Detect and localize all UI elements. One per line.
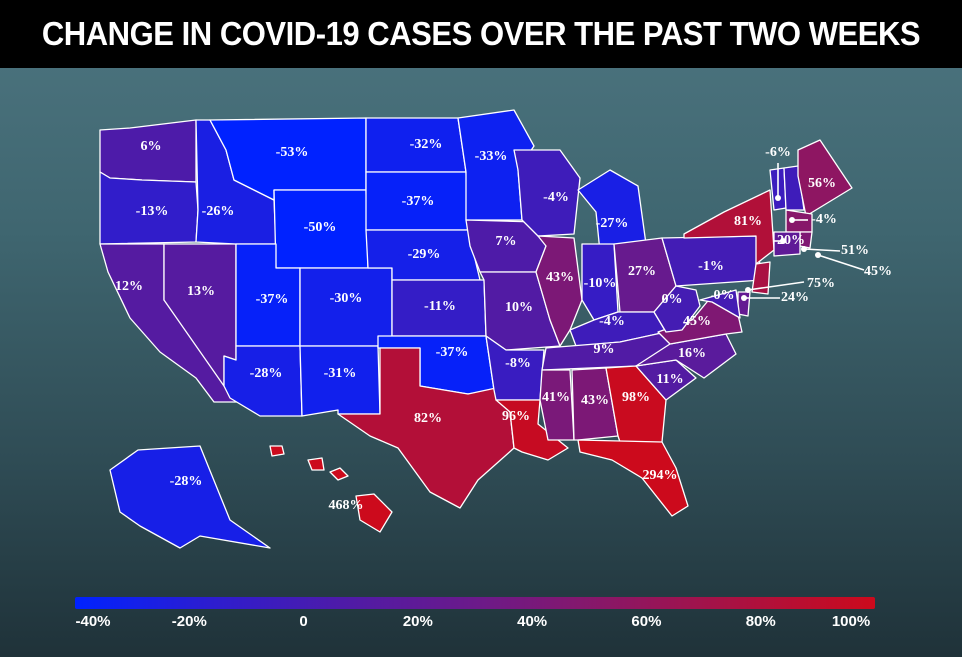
state-label-il: 43% <box>546 270 574 285</box>
state-label-nm: -31% <box>324 366 357 381</box>
legend-tick-label: -40% <box>75 613 111 630</box>
state-label-id: -26% <box>202 204 235 219</box>
state-label-mn: -33% <box>475 149 508 164</box>
state-label-tx: 82% <box>414 411 442 426</box>
leader-dot-ct <box>780 238 786 244</box>
state-label-pa: -1% <box>698 259 724 274</box>
state-label-md: 0% <box>714 288 735 303</box>
state-label-mi: -27% <box>596 216 629 231</box>
state-label-mo: 10% <box>505 300 533 315</box>
page-title: CHANGE IN COVID-19 CASES OVER THE PAST T… <box>41 15 921 52</box>
state-label-ga: 98% <box>622 390 650 405</box>
state-label-vt: -6% <box>765 145 791 160</box>
state-ms <box>539 369 575 441</box>
state-md <box>699 289 741 319</box>
state-ak <box>109 445 271 549</box>
state-label-ut: -37% <box>256 292 289 307</box>
state-label-ny: 81% <box>734 214 762 229</box>
state-label-ia: 7% <box>496 234 517 249</box>
state-label-co: -30% <box>330 291 363 306</box>
state-mi <box>577 169 647 253</box>
state-label-sd: -37% <box>402 194 435 209</box>
legend-tick-label: 100% <box>831 613 871 630</box>
state-label-az: -28% <box>250 366 283 381</box>
state-label-tn: 9% <box>594 342 615 357</box>
state-nj <box>751 261 771 295</box>
legend-tick-label: 20% <box>402 613 433 630</box>
legend-tick-label: -20% <box>171 613 207 630</box>
state-label-va: 45% <box>683 314 711 329</box>
state-fl <box>577 439 689 517</box>
state-label-nv: 13% <box>187 284 215 299</box>
state-il <box>535 235 583 347</box>
state-wi <box>513 149 581 237</box>
state-ct <box>773 231 801 257</box>
state-hi <box>269 445 393 533</box>
state-label-ca: 12% <box>115 279 143 294</box>
state-label-nc: 16% <box>678 346 706 361</box>
legend-tick-label: 60% <box>631 613 662 630</box>
state-co <box>299 267 393 347</box>
state-label-nj: 75% <box>807 276 835 291</box>
state-label-ri: 45% <box>864 264 892 279</box>
state-ny <box>683 189 775 265</box>
state-label-ar: -8% <box>505 356 531 371</box>
leader-dot-vt <box>775 195 781 201</box>
state-label-ms: 41% <box>542 390 570 405</box>
leader-dot-ri <box>815 252 821 258</box>
state-label-la: 96% <box>502 409 530 424</box>
legend-tick-label: 0 <box>299 613 308 630</box>
state-tx <box>337 347 515 509</box>
leader-line-ri <box>817 254 865 271</box>
state-label-wy: -50% <box>304 220 337 235</box>
state-label-al: 43% <box>581 393 609 408</box>
leader-dot-ma <box>801 246 807 252</box>
state-label-oh: 27% <box>628 264 656 279</box>
state-label-ok: -37% <box>436 345 469 360</box>
leader-dot-nh <box>789 217 795 223</box>
state-label-wi: -4% <box>543 190 569 205</box>
legend-tick-label: 40% <box>517 613 548 630</box>
state-label-sc: 11% <box>656 372 683 387</box>
state-label-nd: -32% <box>410 137 443 152</box>
state-label-de: 24% <box>781 290 809 305</box>
state-al <box>571 367 619 441</box>
leader-line-ma <box>803 248 841 252</box>
state-label-wv: 0% <box>662 292 683 307</box>
state-label-wa: 6% <box>141 139 162 154</box>
state-label-ak: -28% <box>170 474 203 489</box>
state-label-mt: -53% <box>276 145 309 160</box>
state-label-ct: 20% <box>777 233 805 248</box>
title-bar <box>0 0 962 68</box>
state-label-or: -13% <box>136 204 169 219</box>
state-label-hi: 468% <box>329 498 364 513</box>
state-label-ne: -29% <box>408 247 441 262</box>
leader-line-nj <box>747 281 805 291</box>
leader-dot-nj <box>745 287 751 293</box>
state-me <box>797 139 853 217</box>
state-va <box>657 295 743 345</box>
state-label-ky: -4% <box>599 314 625 329</box>
state-label-nh: -4% <box>811 212 837 227</box>
state-label-ma: 51% <box>841 243 869 258</box>
state-label-fl: 294% <box>643 468 678 483</box>
state-label-in: -10% <box>584 276 617 291</box>
state-label-ks: -11% <box>424 299 456 314</box>
legend-tick-label: 80% <box>745 613 776 630</box>
leader-dot-de <box>741 295 747 301</box>
state-la <box>495 399 569 461</box>
legend-color-bar <box>75 597 875 609</box>
state-label-me: 56% <box>808 176 836 191</box>
